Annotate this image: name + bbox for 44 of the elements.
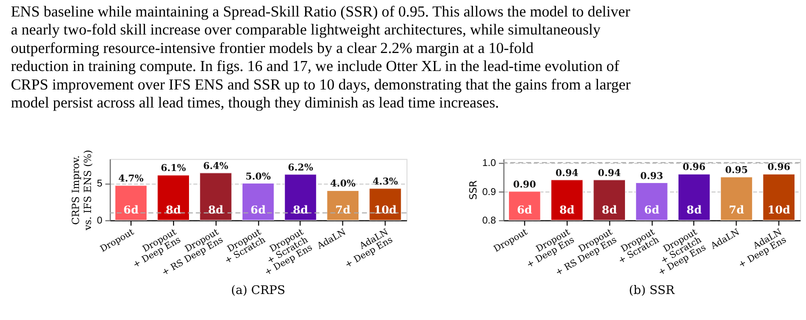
annotation: 8d [292, 203, 308, 216]
annotation: 8d [602, 203, 618, 216]
y-tick-label: 0 [96, 216, 103, 227]
annotation: 8d [208, 203, 224, 216]
annotation: 6d [123, 203, 139, 216]
annotation: 8d [686, 203, 702, 216]
annotation: 7d [728, 203, 744, 216]
bar [369, 188, 402, 220]
bar [326, 190, 360, 220]
data-label: 5.0% [246, 171, 271, 182]
data-label: 4.3% [372, 176, 398, 188]
annotation: 10d [768, 203, 791, 216]
bar [284, 174, 317, 220]
data-label: 4.0% [330, 178, 356, 190]
data-label: 0.93 [640, 170, 664, 182]
bar [157, 174, 190, 220]
annotation: 8d [559, 203, 575, 216]
text: (b) SSR [628, 282, 676, 297]
y-axis-title: CRPS Improv. vs. IFS ENS (%) [71, 150, 94, 232]
y-tick-label: 1.0 [482, 158, 496, 170]
data-label: 4.7% [118, 174, 144, 185]
annotation: 10d [374, 203, 398, 216]
data-label: 0.90 [513, 179, 536, 190]
data-label: 0.96 [767, 162, 791, 174]
annotation: 6d [516, 203, 533, 216]
annotation: 7d [335, 203, 351, 216]
data-label: 6.2% [288, 162, 314, 174]
annotation: 6d [644, 203, 660, 216]
annotation: 6d [250, 203, 266, 216]
data-label: 6.1% [160, 163, 186, 174]
bar [200, 172, 232, 220]
text: ENS baseline while maintaining a Spread-Skill Ratio (SSR) of 0.95. This allows the model to deliver a nearly two-fold skill increase over comparable lightweight architectures, while simultaneously outperforming resource-intensive frontier models by a clear 2.2% margin at a 10-fold reduction in training compute. In figs. 16 and 17, we include Otter XL in the lead-time evolution of CRPS improvement over IFS ENS and SSR up to 10 days, demonstrating that the gains from a larger model persist across all lead times, though they diminish as lead time increases. [10, 3, 631, 112]
data-label: 6.4% [203, 160, 228, 172]
y-axis-title: SSR [468, 180, 480, 200]
data-label: 0.95 [725, 165, 748, 176]
y-tick-label: 0.9 [482, 186, 496, 198]
bar [242, 183, 274, 220]
y-tick-label: 5 [96, 178, 103, 190]
bar [114, 185, 148, 220]
data-label: 0.94 [556, 168, 579, 179]
data-label: 0.94 [598, 168, 622, 179]
text: (a) CRPS [231, 282, 286, 297]
data-label: 0.96 [682, 162, 706, 174]
y-tick-label: 0.8 [482, 216, 496, 227]
